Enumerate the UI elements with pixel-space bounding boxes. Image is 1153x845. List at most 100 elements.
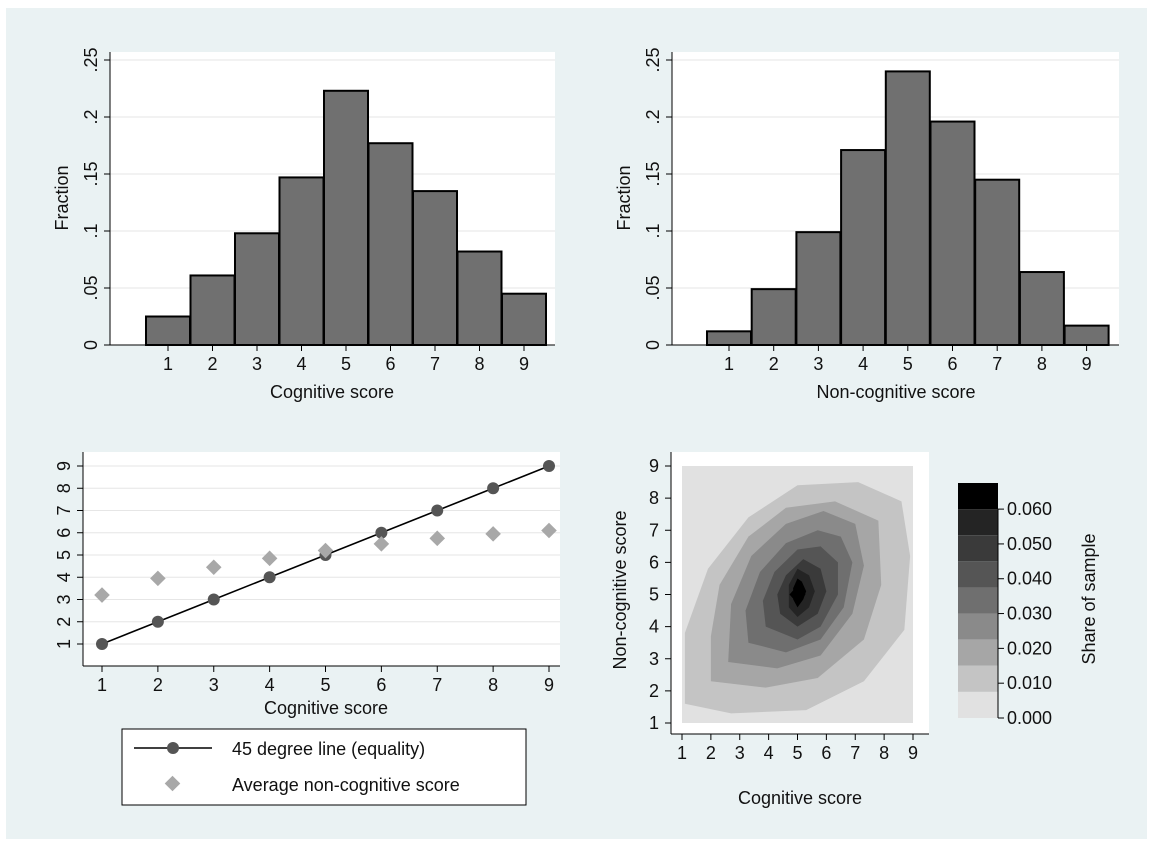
y-tick-label: .25 [643, 47, 663, 72]
x-tick-label: 1 [163, 354, 173, 374]
x-tick-label: 5 [341, 354, 351, 374]
y-tick-label: .05 [81, 275, 101, 300]
histogram-bar [456, 250, 503, 347]
average-noncognitive-point [150, 570, 166, 587]
x-tick-label: 1 [724, 354, 734, 374]
colorbar-tick-label: 0.060 [1007, 499, 1052, 519]
y-tick-label: .2 [81, 109, 101, 124]
y-tick-label: 9 [649, 456, 659, 476]
x-tick-label: 6 [947, 354, 957, 374]
histogram-bar [750, 288, 797, 347]
y-tick-label: 1 [54, 639, 74, 649]
y-axis-label: Non-cognitive score [610, 510, 630, 669]
colorbar-swatch [958, 691, 998, 718]
colorbar-swatch [958, 483, 998, 510]
legend-diamond-marker [164, 775, 181, 792]
x-tick-label: 7 [992, 354, 1002, 374]
histogram-bar [234, 232, 280, 346]
histogram-bar [974, 178, 1021, 346]
y-tick-label: 2 [54, 617, 74, 627]
histogram-bar [884, 70, 931, 347]
y-tick-label: 7 [649, 520, 659, 540]
y-tick-label: 6 [54, 528, 74, 538]
x-tick-label: 8 [879, 743, 889, 763]
x-axis-label: Cognitive score [738, 788, 862, 808]
y-tick-label: .25 [81, 47, 101, 72]
x-tick-label: 7 [430, 354, 440, 374]
histogram-bar [840, 149, 887, 346]
histogram-bar [145, 315, 191, 346]
equality-point [96, 638, 108, 650]
y-tick-label: 4 [54, 572, 74, 582]
x-tick-label: 3 [813, 354, 823, 374]
colorbar-swatch [958, 535, 998, 562]
x-tick-label: 2 [706, 743, 716, 763]
legend-box [121, 728, 527, 806]
x-tick-label: 9 [1082, 354, 1092, 374]
colorbar-tick-label: 0.010 [1007, 673, 1052, 693]
x-axis-label: Non-cognitive score [816, 382, 975, 402]
equality-point [543, 460, 555, 472]
y-tick-label: .05 [643, 275, 663, 300]
equality-point [431, 504, 444, 517]
histogram-bar [323, 89, 369, 346]
colorbar-tick-label: 0.040 [1007, 569, 1052, 589]
x-axis-label: Cognitive score [270, 382, 394, 402]
x-tick-label: 3 [735, 743, 745, 763]
y-tick-label: 5 [649, 585, 659, 605]
equality-point [263, 571, 276, 584]
non-cognitive-histogram: .25 .2 .15 .1 .05 0 1 2 3 4 5 6 7 8 9 Non-cognitive s… [614, 47, 1119, 402]
cognitive-histogram: .25 .2 .15 .1 .05 0 1 2 3 4 5 6 7 8 9 Cognitive score… [52, 47, 555, 402]
colorbar-swatch [958, 665, 998, 692]
y-tick-label: .2 [643, 109, 663, 124]
x-tick-label: 1 [677, 743, 687, 763]
y-tick-label: 1 [649, 713, 659, 733]
histogram-bar [929, 120, 976, 346]
y-tick-label: 5 [54, 550, 74, 560]
x-tick-label: 7 [850, 743, 860, 763]
y-tick-label: 8 [54, 483, 74, 493]
legend-circle-marker [167, 742, 179, 754]
histogram-bar [501, 292, 547, 347]
colorbar-swatch [958, 639, 998, 666]
colorbar-tick-label: 0.050 [1007, 534, 1052, 554]
y-tick-label: .15 [81, 161, 101, 186]
equality-point [207, 593, 220, 606]
histogram-bar [189, 274, 236, 346]
x-tick-label: 8 [474, 354, 484, 374]
y-tick-label: 0 [643, 340, 663, 350]
x-tick-label: 9 [908, 743, 918, 763]
x-tick-label: 5 [903, 354, 913, 374]
x-tick-label: 7 [432, 675, 442, 695]
average-noncognitive-point [541, 522, 557, 539]
y-tick-label: 3 [54, 594, 74, 604]
x-tick-label: 3 [252, 354, 262, 374]
legend-label-equality: 45 degree line (equality) [232, 739, 425, 759]
y-tick-label: 4 [649, 617, 659, 637]
x-tick-label: 4 [296, 354, 306, 374]
equality-point [375, 526, 388, 539]
histogram-bar [412, 190, 458, 346]
histogram-bar [1063, 324, 1110, 346]
histogram-bar [706, 330, 752, 347]
legend-label-average: Average non-cognitive score [232, 775, 460, 795]
x-tick-label: 5 [320, 675, 330, 695]
histogram-bar [278, 176, 325, 346]
x-tick-label: 4 [764, 743, 774, 763]
y-axis-label: Fraction [614, 165, 634, 230]
x-tick-label: 8 [488, 675, 498, 695]
density-peak [789, 585, 806, 604]
legend: 45 degree line (equality) Average non-co… [121, 728, 527, 806]
y-tick-label: 0 [81, 340, 101, 350]
x-tick-label: 2 [769, 354, 779, 374]
y-tick-label: .15 [643, 161, 663, 186]
average-score-line-chart: 1 2 3 4 5 6 7 8 9 1 2 3 4 5 6 7 8 9 Cognitive score 45 d… [54, 452, 560, 806]
y-axis-label: Fraction [52, 165, 72, 230]
colorbar-title: Share of sample [1079, 533, 1099, 664]
x-axis-label: Cognitive score [264, 698, 388, 718]
x-tick-label: 2 [207, 354, 217, 374]
x-tick-label: 3 [209, 675, 219, 695]
y-tick-label: 6 [649, 552, 659, 572]
